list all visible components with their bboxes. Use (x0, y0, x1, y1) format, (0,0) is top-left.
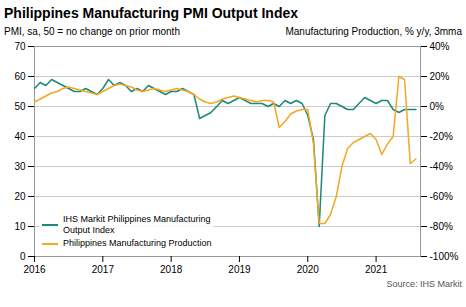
svg-text:-20%: -20% (430, 131, 453, 142)
svg-text:20: 20 (14, 191, 26, 202)
svg-text:0: 0 (20, 251, 26, 262)
svg-text:2016: 2016 (23, 264, 46, 275)
svg-text:20%: 20% (430, 71, 450, 82)
html-text:Manufacturing Production, % y/: Manufacturing Production, % y/y, 3mma (285, 26, 462, 37)
svg-text:60: 60 (14, 71, 26, 82)
svg-text:0%: 0% (430, 101, 445, 112)
svg-text:-40%: -40% (430, 161, 453, 172)
svg-text:70: 70 (14, 41, 26, 52)
html-text:Source: IHS Markit: Source: IHS Markit (386, 279, 462, 289)
html-text:Philippines Manufacturing Prod: Philippines Manufacturing Production (63, 238, 212, 248)
svg-text:-60%: -60% (430, 191, 453, 202)
svg-text:40%: 40% (430, 41, 450, 52)
svg-text:2019: 2019 (228, 264, 251, 275)
svg-text:2021: 2021 (365, 264, 388, 275)
svg-text:2017: 2017 (92, 264, 115, 275)
svg-text:-80%: -80% (430, 221, 453, 232)
svg-text:-100%: -100% (430, 251, 459, 262)
svg-text:30: 30 (14, 161, 26, 172)
svg-text:50: 50 (14, 101, 26, 112)
svg-text:10: 10 (14, 221, 26, 232)
svg-text:2018: 2018 (160, 264, 183, 275)
html-text:IHS Markit Philippines Manufac: IHS Markit Philippines Manufacturing Out… (63, 214, 211, 235)
svg-text:2020: 2020 (297, 264, 320, 275)
html-text:Philippines Manufacturing PMI: Philippines Manufacturing PMI Output Ind… (4, 5, 298, 21)
html-text:PMI, sa, 50 = no change on pri: PMI, sa, 50 = no change on prior month (4, 26, 180, 37)
svg-text:40: 40 (14, 131, 26, 142)
